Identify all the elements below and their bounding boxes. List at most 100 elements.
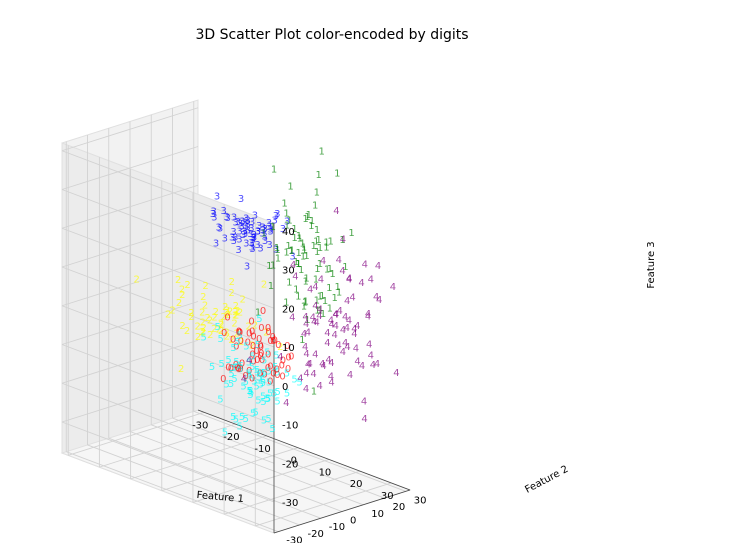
data-point-0: 0 (275, 340, 281, 351)
data-point-4: 4 (311, 317, 317, 328)
grid-z-left (61, 339, 199, 384)
data-point-4: 4 (349, 293, 355, 304)
data-point-2: 2 (224, 331, 230, 342)
data-point-0: 0 (236, 364, 242, 375)
data-point-5: 5 (253, 407, 259, 418)
data-point-2: 2 (179, 321, 185, 332)
data-point-5: 5 (275, 387, 281, 398)
data-point-1: 1 (304, 212, 310, 223)
data-point-1: 1 (309, 216, 315, 227)
data-point-2: 2 (178, 364, 184, 375)
data-point-1: 1 (281, 199, 287, 210)
data-point-0: 0 (236, 326, 242, 337)
data-point-0: 0 (249, 327, 255, 338)
data-point-3: 3 (249, 244, 255, 255)
data-point-3: 3 (259, 229, 265, 240)
data-point-0: 0 (258, 349, 264, 360)
data-point-1: 1 (314, 305, 320, 316)
data-point-4: 4 (246, 356, 252, 367)
data-point-4: 4 (340, 235, 346, 246)
data-point-3: 3 (267, 225, 273, 236)
data-point-1: 1 (304, 315, 310, 326)
data-point-4: 4 (305, 328, 311, 339)
data-point-1: 1 (308, 221, 314, 232)
data-point-4: 4 (346, 273, 352, 284)
data-point-1: 1 (291, 233, 297, 244)
data-point-4: 4 (344, 342, 350, 353)
data-point-2: 2 (227, 307, 233, 318)
data-point-1: 1 (323, 243, 329, 254)
grid-z-back (61, 227, 275, 309)
data-point-5: 5 (230, 412, 236, 423)
data-point-0: 0 (246, 366, 252, 377)
grid-z-back (61, 266, 275, 348)
data-point-4: 4 (342, 338, 348, 349)
x-tick-label: 30 (381, 491, 394, 502)
grid-y-floor (172, 417, 385, 499)
data-point-0: 0 (267, 336, 273, 347)
z-tick-label: 30 (282, 266, 295, 277)
data-point-1: 1 (322, 296, 328, 307)
data-point-4: 4 (329, 320, 335, 331)
grid-z-back (61, 189, 275, 270)
data-point-4: 4 (376, 295, 382, 306)
data-point-3: 3 (243, 214, 249, 225)
data-point-2: 2 (277, 342, 283, 353)
data-point-5: 5 (265, 394, 271, 405)
data-point-1: 1 (296, 248, 302, 259)
data-point-5: 5 (229, 363, 235, 374)
data-point-0: 0 (234, 363, 240, 374)
data-point-1: 1 (286, 216, 292, 227)
data-point-3: 3 (245, 219, 251, 230)
data-point-1: 1 (336, 287, 342, 298)
data-point-4: 4 (390, 282, 396, 293)
data-point-4: 4 (302, 312, 308, 323)
data-point-2: 2 (184, 280, 190, 291)
y-axis-label: Feature 2 (523, 464, 570, 496)
data-point-5: 5 (296, 377, 302, 388)
data-point-4: 4 (337, 306, 343, 317)
data-point-2: 2 (228, 335, 234, 346)
data-point-5: 5 (237, 364, 243, 375)
x-tick-label: 20 (350, 479, 363, 490)
data-point-3: 3 (254, 240, 260, 251)
data-point-3: 3 (214, 191, 220, 202)
data-point-1: 1 (348, 228, 354, 239)
data-point-3: 3 (239, 221, 245, 232)
data-point-1: 1 (328, 236, 334, 247)
data-point-2: 2 (211, 324, 217, 335)
data-point-0: 0 (250, 332, 256, 343)
data-point-2: 2 (200, 318, 206, 329)
data-point-5: 5 (225, 355, 231, 366)
data-point-1: 1 (316, 170, 322, 181)
data-point-5: 5 (250, 409, 256, 420)
data-point-2: 2 (134, 274, 140, 285)
data-point-1: 1 (311, 387, 317, 398)
data-point-2: 2 (263, 328, 269, 339)
data-point-4: 4 (344, 323, 350, 334)
grid-z-left (61, 146, 199, 190)
data-point-4: 4 (375, 261, 381, 272)
z-tick-label: 40 (282, 227, 295, 238)
data-point-0: 0 (230, 335, 236, 346)
data-point-0: 0 (250, 356, 256, 367)
y-tick-label: 0 (350, 516, 356, 527)
data-point-2: 2 (249, 341, 255, 352)
data-point-5: 5 (259, 368, 265, 379)
data-point-5: 5 (209, 362, 215, 373)
data-point-0: 0 (274, 365, 280, 376)
grid-z-back (61, 382, 275, 464)
data-point-0: 0 (258, 342, 264, 353)
data-point-1: 1 (295, 259, 301, 270)
data-point-0: 0 (249, 374, 255, 385)
data-point-4: 4 (393, 368, 399, 379)
data-point-3: 3 (251, 233, 257, 244)
data-point-3: 3 (237, 227, 243, 238)
data-point-5: 5 (251, 377, 257, 388)
data-point-4: 4 (317, 381, 323, 392)
data-point-1: 1 (327, 264, 333, 275)
data-point-1: 1 (327, 304, 333, 315)
data-point-5: 5 (234, 337, 240, 348)
data-point-1: 1 (303, 297, 309, 308)
